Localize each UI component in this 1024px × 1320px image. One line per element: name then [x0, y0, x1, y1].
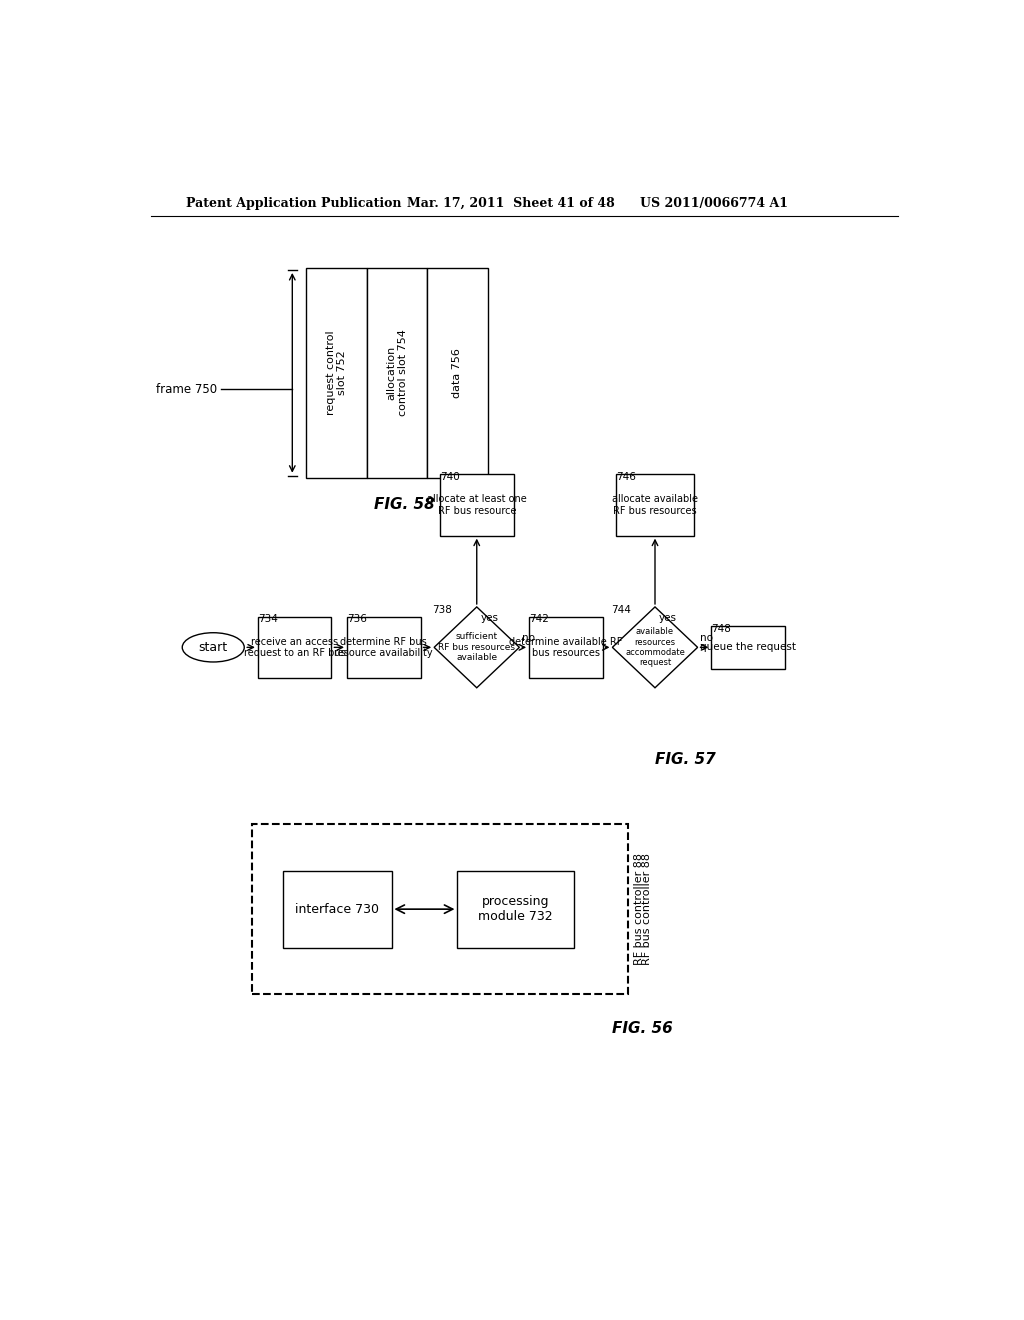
Text: data 756: data 756	[453, 348, 463, 397]
Text: allocation
control slot 754: allocation control slot 754	[386, 330, 408, 416]
Bar	[458, 871, 573, 948]
Text: FIG. 56: FIG. 56	[612, 1020, 673, 1036]
Text: queue the request: queue the request	[700, 643, 796, 652]
Polygon shape	[612, 607, 697, 688]
Bar	[440, 474, 514, 536]
Text: 748: 748	[712, 624, 731, 634]
Text: 734: 734	[258, 614, 278, 624]
Bar	[252, 825, 628, 994]
Bar	[283, 871, 391, 948]
Text: RF bus controller 88: RF bus controller 88	[634, 853, 644, 965]
Text: allocate at least one
RF bus resource: allocate at least one RF bus resource	[427, 494, 526, 516]
Bar	[712, 626, 784, 668]
Text: US 2011/0066774 A1: US 2011/0066774 A1	[640, 197, 787, 210]
Bar	[306, 268, 367, 478]
Text: no: no	[700, 634, 713, 643]
Text: 746: 746	[616, 471, 636, 482]
Text: request control
slot 752: request control slot 752	[326, 330, 347, 416]
Text: determine RF bus
resource availability: determine RF bus resource availability	[335, 636, 433, 659]
Text: sufficient
RF bus resources
available: sufficient RF bus resources available	[438, 632, 515, 663]
Bar	[616, 474, 693, 536]
Text: 744: 744	[611, 605, 631, 615]
Text: Mar. 17, 2011  Sheet 41 of 48: Mar. 17, 2011 Sheet 41 of 48	[407, 197, 614, 210]
Text: 740: 740	[440, 471, 460, 482]
Text: yes: yes	[480, 614, 499, 623]
Text: interface 730: interface 730	[295, 903, 379, 916]
Text: RF bus controller 88: RF bus controller 88	[642, 853, 652, 965]
Text: receive an access
request to an RF bus: receive an access request to an RF bus	[244, 636, 345, 659]
Text: start: start	[199, 640, 227, 653]
Text: determine available RF
bus resources: determine available RF bus resources	[509, 636, 623, 659]
Text: 742: 742	[529, 614, 549, 624]
Text: available
resources
accommodate
request: available resources accommodate request	[625, 627, 685, 668]
Bar	[427, 268, 487, 478]
Text: allocate available
RF bus resources: allocate available RF bus resources	[612, 494, 698, 516]
Bar	[529, 616, 603, 678]
Text: yes: yes	[658, 614, 677, 623]
Text: no: no	[521, 634, 535, 643]
Text: frame 750: frame 750	[156, 383, 217, 396]
Text: 736: 736	[347, 614, 367, 624]
Text: FIG. 58: FIG. 58	[375, 498, 435, 512]
Text: 738: 738	[432, 605, 453, 615]
Text: processing
module 732: processing module 732	[478, 895, 553, 923]
Ellipse shape	[182, 632, 245, 663]
Bar	[258, 616, 332, 678]
Text: Patent Application Publication: Patent Application Publication	[186, 197, 401, 210]
Text: FIG. 57: FIG. 57	[655, 751, 716, 767]
Polygon shape	[434, 607, 519, 688]
Bar	[367, 268, 427, 478]
Bar	[347, 616, 421, 678]
